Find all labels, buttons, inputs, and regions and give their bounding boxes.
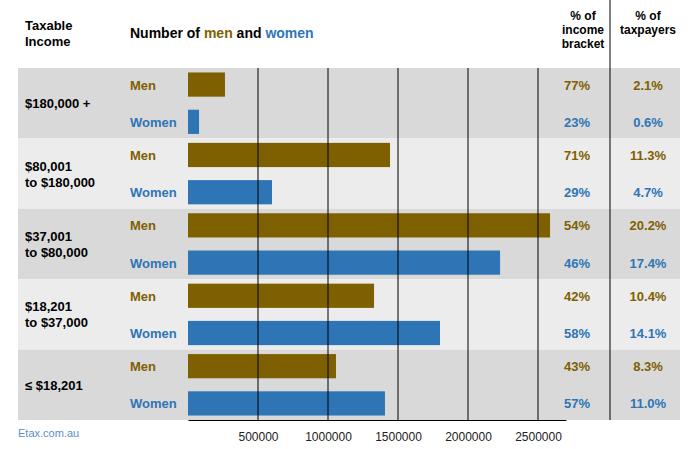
tick: 500000 — [238, 420, 278, 444]
bar — [188, 110, 199, 134]
taxpayer-share: 11.0% — [630, 396, 667, 411]
column-header-line: % of — [570, 9, 596, 23]
category-label-line: $180,000 + — [25, 96, 91, 111]
bracket-share: 58% — [564, 326, 590, 341]
series-label: Women — [130, 326, 177, 341]
category-label: $18,201to $37,000 — [25, 299, 88, 330]
title-part: men — [204, 25, 233, 41]
bar — [188, 354, 336, 378]
category-label: ≤ $18,201 — [25, 378, 83, 393]
category-label-line: $37,001 — [25, 229, 72, 244]
bar — [188, 321, 440, 345]
bracket-share: 77% — [564, 78, 590, 93]
title-part: and — [237, 25, 262, 41]
title-part: women — [264, 25, 313, 41]
series-label: Men — [130, 359, 156, 374]
taxpayer-share: 14.1% — [630, 326, 667, 341]
column-header-line: % of — [635, 9, 661, 23]
tick: 1000000 — [305, 420, 352, 444]
series-label: Women — [130, 256, 177, 271]
taxpayer-share: 10.4% — [630, 289, 667, 304]
category-label: $37,001to $80,000 — [25, 229, 88, 260]
bracket-share: 23% — [564, 115, 590, 130]
source: Etax.com.au — [18, 427, 79, 439]
taxpayer-share: 17.4% — [630, 256, 667, 271]
bar — [188, 213, 550, 237]
tick-label: 1500000 — [375, 430, 422, 444]
category-label-line: ≤ $18,201 — [25, 378, 83, 393]
tick-label: 500000 — [238, 430, 278, 444]
bar — [188, 143, 390, 167]
row-background — [18, 138, 680, 208]
grid-line — [538, 68, 539, 420]
tick-label: 2000000 — [445, 430, 492, 444]
taxpayer-share: 20.2% — [630, 218, 667, 233]
category-label-line: to $37,000 — [25, 315, 88, 330]
title: Number of men and women — [130, 25, 314, 41]
taxpayer-share: 11.3% — [630, 148, 667, 163]
column-separator — [610, 0, 611, 420]
bar — [188, 251, 500, 275]
series-label: Men — [130, 218, 156, 233]
column-header-line: income — [562, 23, 604, 37]
grid-line — [468, 68, 469, 420]
row-backgrounds — [18, 68, 680, 420]
bracket-share: 43% — [564, 359, 590, 374]
series-label: Women — [130, 115, 177, 130]
taxpayer-share: 2.1% — [633, 78, 663, 93]
texts: TaxableIncome Number of men and women % of… — [18, 9, 676, 439]
grid-line — [328, 68, 329, 420]
column-header-line: taxpayers — [620, 23, 676, 37]
tick: 2500000 — [515, 420, 562, 444]
category-label-line: to $180,000 — [25, 175, 95, 190]
category-label-line: to $80,000 — [25, 245, 88, 260]
column-header: % ofincomebracket — [562, 9, 605, 51]
bar — [188, 180, 272, 204]
category-label-line: $80,001 — [25, 159, 72, 174]
bracket-share: 71% — [564, 148, 590, 163]
axis-line — [189, 420, 567, 421]
bars — [188, 72, 550, 415]
tick: 2000000 — [445, 420, 492, 444]
taxpayer-share: 0.6% — [633, 115, 663, 130]
tick-label: 2500000 — [515, 430, 562, 444]
category-label: $180,000 + — [25, 96, 91, 111]
category-header-line: Taxable — [25, 18, 72, 33]
bar — [188, 72, 225, 96]
taxpayer-share: 4.7% — [633, 185, 663, 200]
bar — [188, 284, 374, 308]
series-label: Men — [130, 148, 156, 163]
series-label: Women — [130, 185, 177, 200]
bar — [188, 391, 385, 415]
chart: 5000001000000150000020000002500000Taxabl… — [0, 0, 700, 449]
category-header-line: Income — [25, 34, 71, 49]
series-label: Men — [130, 78, 156, 93]
x-axis: 500000 1000000 1500000 2000000 2500000 — [189, 420, 567, 444]
bracket-share: 46% — [564, 256, 590, 271]
column-header-line: bracket — [562, 37, 605, 51]
category-label: $80,001to $180,000 — [25, 159, 95, 190]
row-background — [18, 68, 680, 138]
row-background — [18, 350, 680, 420]
series-label: Men — [130, 289, 156, 304]
bracket-share: 42% — [564, 289, 590, 304]
tick: 1500000 — [375, 420, 422, 444]
category-label-line: $18,201 — [25, 299, 72, 314]
taxpayer-share: 8.3% — [633, 359, 663, 374]
tick-label: 1000000 — [305, 430, 352, 444]
category-header: TaxableIncome — [25, 18, 72, 49]
bracket-share: 29% — [564, 185, 590, 200]
bracket-share: 57% — [564, 396, 590, 411]
row-background — [18, 279, 680, 349]
column-header: % oftaxpayers — [620, 9, 676, 37]
grid-line — [398, 68, 399, 420]
grid — [258, 68, 538, 420]
bracket-share: 54% — [564, 218, 590, 233]
grid-line — [258, 68, 259, 420]
title-part: Number — [130, 25, 183, 41]
row-background — [18, 209, 680, 279]
title-part: of — [187, 25, 201, 41]
series-label: Women — [130, 396, 177, 411]
